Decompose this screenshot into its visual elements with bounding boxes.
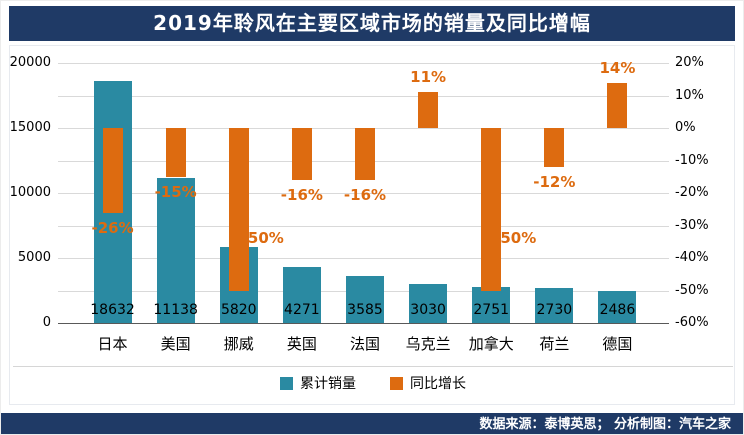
y-axis-tick-label: 15000 <box>9 120 51 135</box>
y2-axis-tick-label: -30% <box>675 217 709 233</box>
y2-axis-tick-label: 20% <box>675 55 704 70</box>
sales-value-label: 4271 <box>284 302 320 318</box>
category-label: 法国 <box>349 335 380 353</box>
chart-title: 2019年聆风在主要区域市场的销量及同比增幅 <box>9 6 735 41</box>
category-label: 荷兰 <box>539 335 570 353</box>
sales-value-label: 18632 <box>90 302 135 318</box>
chart-legend: 累计销量 同比增长 <box>1 373 743 393</box>
gridline <box>58 95 669 97</box>
growth-bar <box>355 128 375 180</box>
growth-value-label: -15% <box>154 182 197 201</box>
category-label: 加拿大 <box>468 335 514 353</box>
source-footer: 数据来源：泰博英思； 分析制图：汽车之家 <box>1 413 743 434</box>
category-label: 挪威 <box>223 335 254 353</box>
y2-axis-tick-label: 10% <box>675 87 704 103</box>
y2-axis-tick-label: -20% <box>675 185 709 200</box>
sales-bar <box>535 287 574 323</box>
y-axis-tick-label: 20000 <box>9 55 51 70</box>
growth-value-label: -26% <box>91 218 134 237</box>
y2-axis-tick-label: -10% <box>675 152 709 168</box>
growth-bar <box>165 128 186 177</box>
growth-value-label: -16% <box>343 186 387 204</box>
growth-value-label: -50% <box>494 228 537 247</box>
growth-value-label: -16% <box>280 186 323 204</box>
sales-bar <box>346 276 384 323</box>
y2-axis-tick-label: 0% <box>675 120 696 135</box>
gridline <box>58 63 669 64</box>
gridline <box>58 258 669 259</box>
sales-bar <box>156 178 195 323</box>
sales-value-label: 2486 <box>599 302 636 318</box>
category-label: 乌克兰 <box>405 335 451 353</box>
y2-axis-tick-label: -50% <box>675 282 709 298</box>
sales-value-label: 3030 <box>410 302 446 318</box>
legend-label: 同比增长 <box>410 376 466 392</box>
y2-axis-tick-label: -60% <box>675 315 709 330</box>
sales-value-label: 11138 <box>153 302 198 318</box>
legend-item-1: 同比增长 <box>390 373 466 393</box>
growth-bar <box>607 82 628 128</box>
sales-value-label: 2751 <box>473 302 510 318</box>
sales-bar <box>282 267 321 323</box>
y2-axis-tick-label: -40% <box>675 250 709 265</box>
growth-bar <box>481 128 502 291</box>
category-label: 美国 <box>160 335 191 353</box>
sales-bar <box>598 290 637 323</box>
sales-value-label: 5820 <box>220 302 257 318</box>
growth-value-label: -50% <box>241 228 284 247</box>
growth-bar <box>102 128 123 213</box>
growth-value-label: -12% <box>533 173 576 191</box>
sales-bar <box>409 283 448 323</box>
growth-bar <box>291 128 312 180</box>
legend-separator <box>13 366 733 367</box>
x-axis-line <box>58 323 669 324</box>
growth-bar <box>544 128 565 167</box>
gridline <box>58 193 669 194</box>
legend-swatch-icon <box>280 376 293 390</box>
category-label: 英国 <box>286 335 317 353</box>
growth-bar <box>418 92 439 128</box>
sales-value-label: 3585 <box>347 302 383 318</box>
category-label: 日本 <box>97 335 128 353</box>
y-axis-tick-label: 5000 <box>17 250 51 265</box>
sales-value-label: 2730 <box>536 302 573 318</box>
category-label: 德国 <box>602 335 633 353</box>
growth-bar <box>228 128 249 291</box>
gridline <box>58 225 669 227</box>
y-axis-tick-label: 10000 <box>9 185 51 200</box>
legend-swatch-icon <box>390 376 403 390</box>
legend-item-0: 累计销量 <box>280 373 356 393</box>
growth-value-label: 14% <box>599 58 636 77</box>
y-axis-tick-label: 0 <box>42 315 51 330</box>
legend-label: 累计销量 <box>300 376 356 392</box>
growth-value-label: 11% <box>410 68 447 87</box>
sales-bar <box>472 287 511 323</box>
